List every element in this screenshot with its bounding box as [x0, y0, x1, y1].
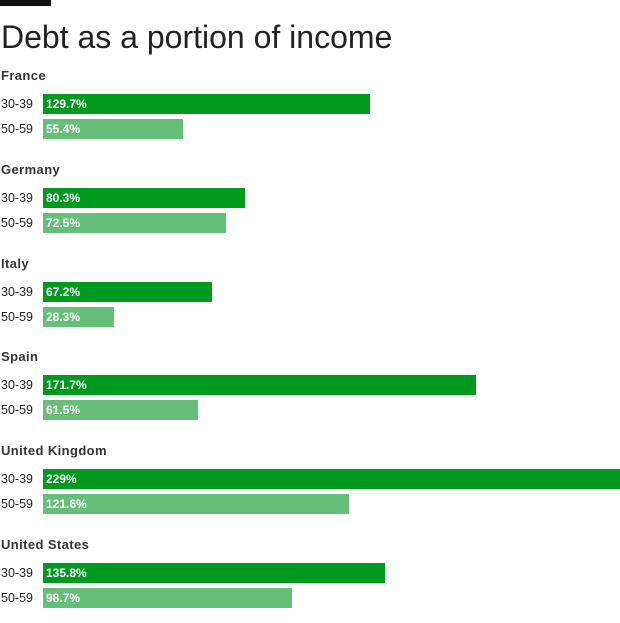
row-label: 50-59 [1, 122, 33, 136]
bar: 67.2% [43, 281, 213, 302]
row-label: 30-39 [1, 284, 33, 299]
bar: 121.6% [43, 494, 350, 515]
bar-value-label: 72.5% [46, 215, 81, 230]
bar-value-label: 80.3% [46, 190, 81, 205]
bar-value-label: 67.2% [46, 284, 81, 299]
row-label: 30-39 [1, 97, 33, 111]
row-label: 30-39 [1, 190, 33, 205]
bar-value-label: 98.7% [46, 591, 81, 605]
bar: 129.7% [43, 94, 370, 114]
row-label: 30-39 [1, 566, 33, 580]
group-label: Germany [1, 161, 61, 177]
group-label: Spain [1, 349, 39, 365]
bar-value-label: 55.4% [46, 122, 81, 136]
bar: 80.3% [43, 187, 246, 208]
bar: 135.8% [43, 563, 386, 583]
group-label: United Kingdom [1, 443, 107, 459]
bar-value-label: 229% [46, 472, 77, 487]
row-label: 50-59 [1, 591, 33, 605]
bar: 171.7% [43, 375, 476, 396]
bar: 55.4% [43, 119, 183, 139]
bar: 229% [43, 469, 620, 490]
bar-value-label: 171.7% [46, 378, 87, 393]
row-label: 50-59 [1, 497, 33, 512]
bar: 28.3% [43, 306, 115, 327]
row-label: 30-39 [1, 472, 33, 487]
group-label: France [1, 68, 47, 83]
row-label: 50-59 [1, 403, 33, 418]
bar: 98.7% [43, 588, 292, 608]
group-label: United States [1, 537, 90, 552]
top-accent-rule [0, 0, 51, 6]
row-label: 30-39 [1, 378, 33, 393]
row-label: 50-59 [1, 215, 33, 230]
bar: 61.5% [43, 400, 198, 421]
bar-value-label: 121.6% [46, 497, 87, 512]
chart-title: Debt as a portion of income [1, 19, 393, 55]
bar-value-label: 61.5% [46, 403, 81, 418]
group-label: Italy [1, 255, 30, 271]
row-label: 50-59 [1, 309, 33, 324]
bar-value-label: 129.7% [46, 97, 87, 111]
bar-value-label: 135.8% [46, 566, 87, 580]
bar-value-label: 28.3% [46, 309, 81, 324]
bar: 72.5% [43, 212, 226, 233]
